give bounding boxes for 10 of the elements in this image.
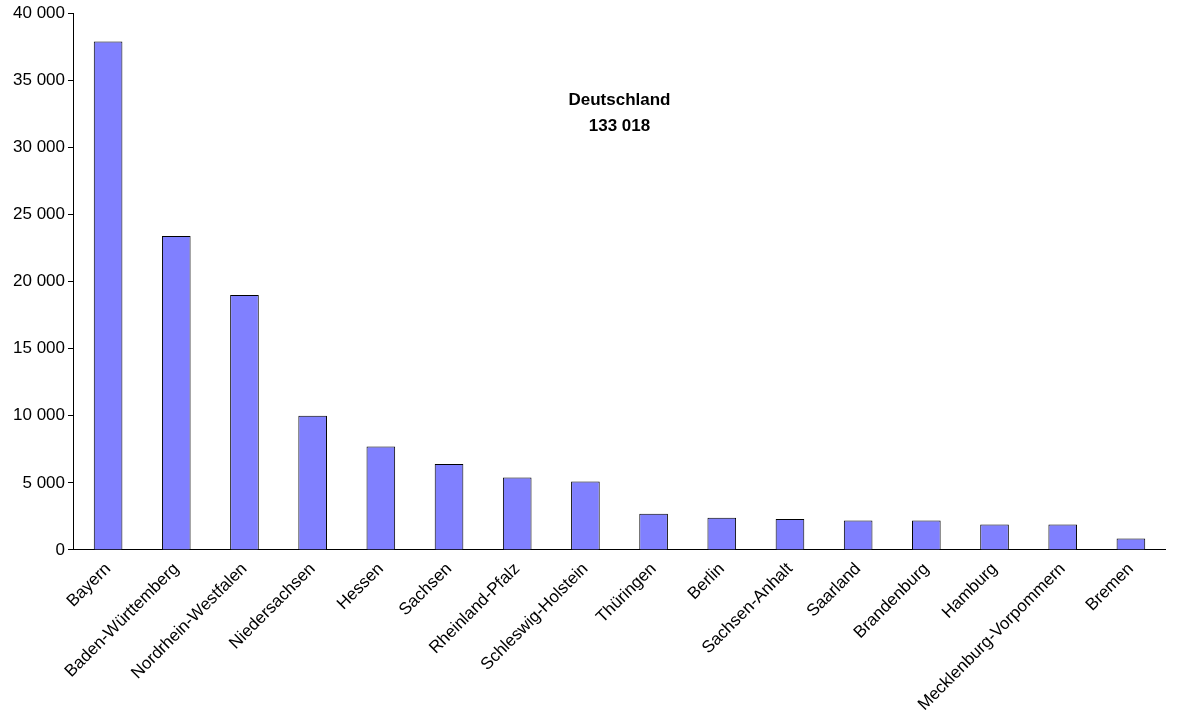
- y-tick-label: 30 000: [13, 137, 65, 157]
- y-tick-label: 0: [55, 539, 65, 559]
- y-tick-label: 35 000: [13, 69, 65, 89]
- y-tick-label: 5 000: [22, 472, 65, 492]
- y-tick-label: 25 000: [13, 204, 65, 224]
- y-tick-label: 10 000: [13, 405, 65, 425]
- y-tick-label: 40 000: [13, 2, 65, 22]
- annotation: Deutschland 133 018: [568, 90, 671, 136]
- y-tick-label: 20 000: [13, 271, 65, 291]
- y-tick-label: 15 000: [13, 338, 65, 358]
